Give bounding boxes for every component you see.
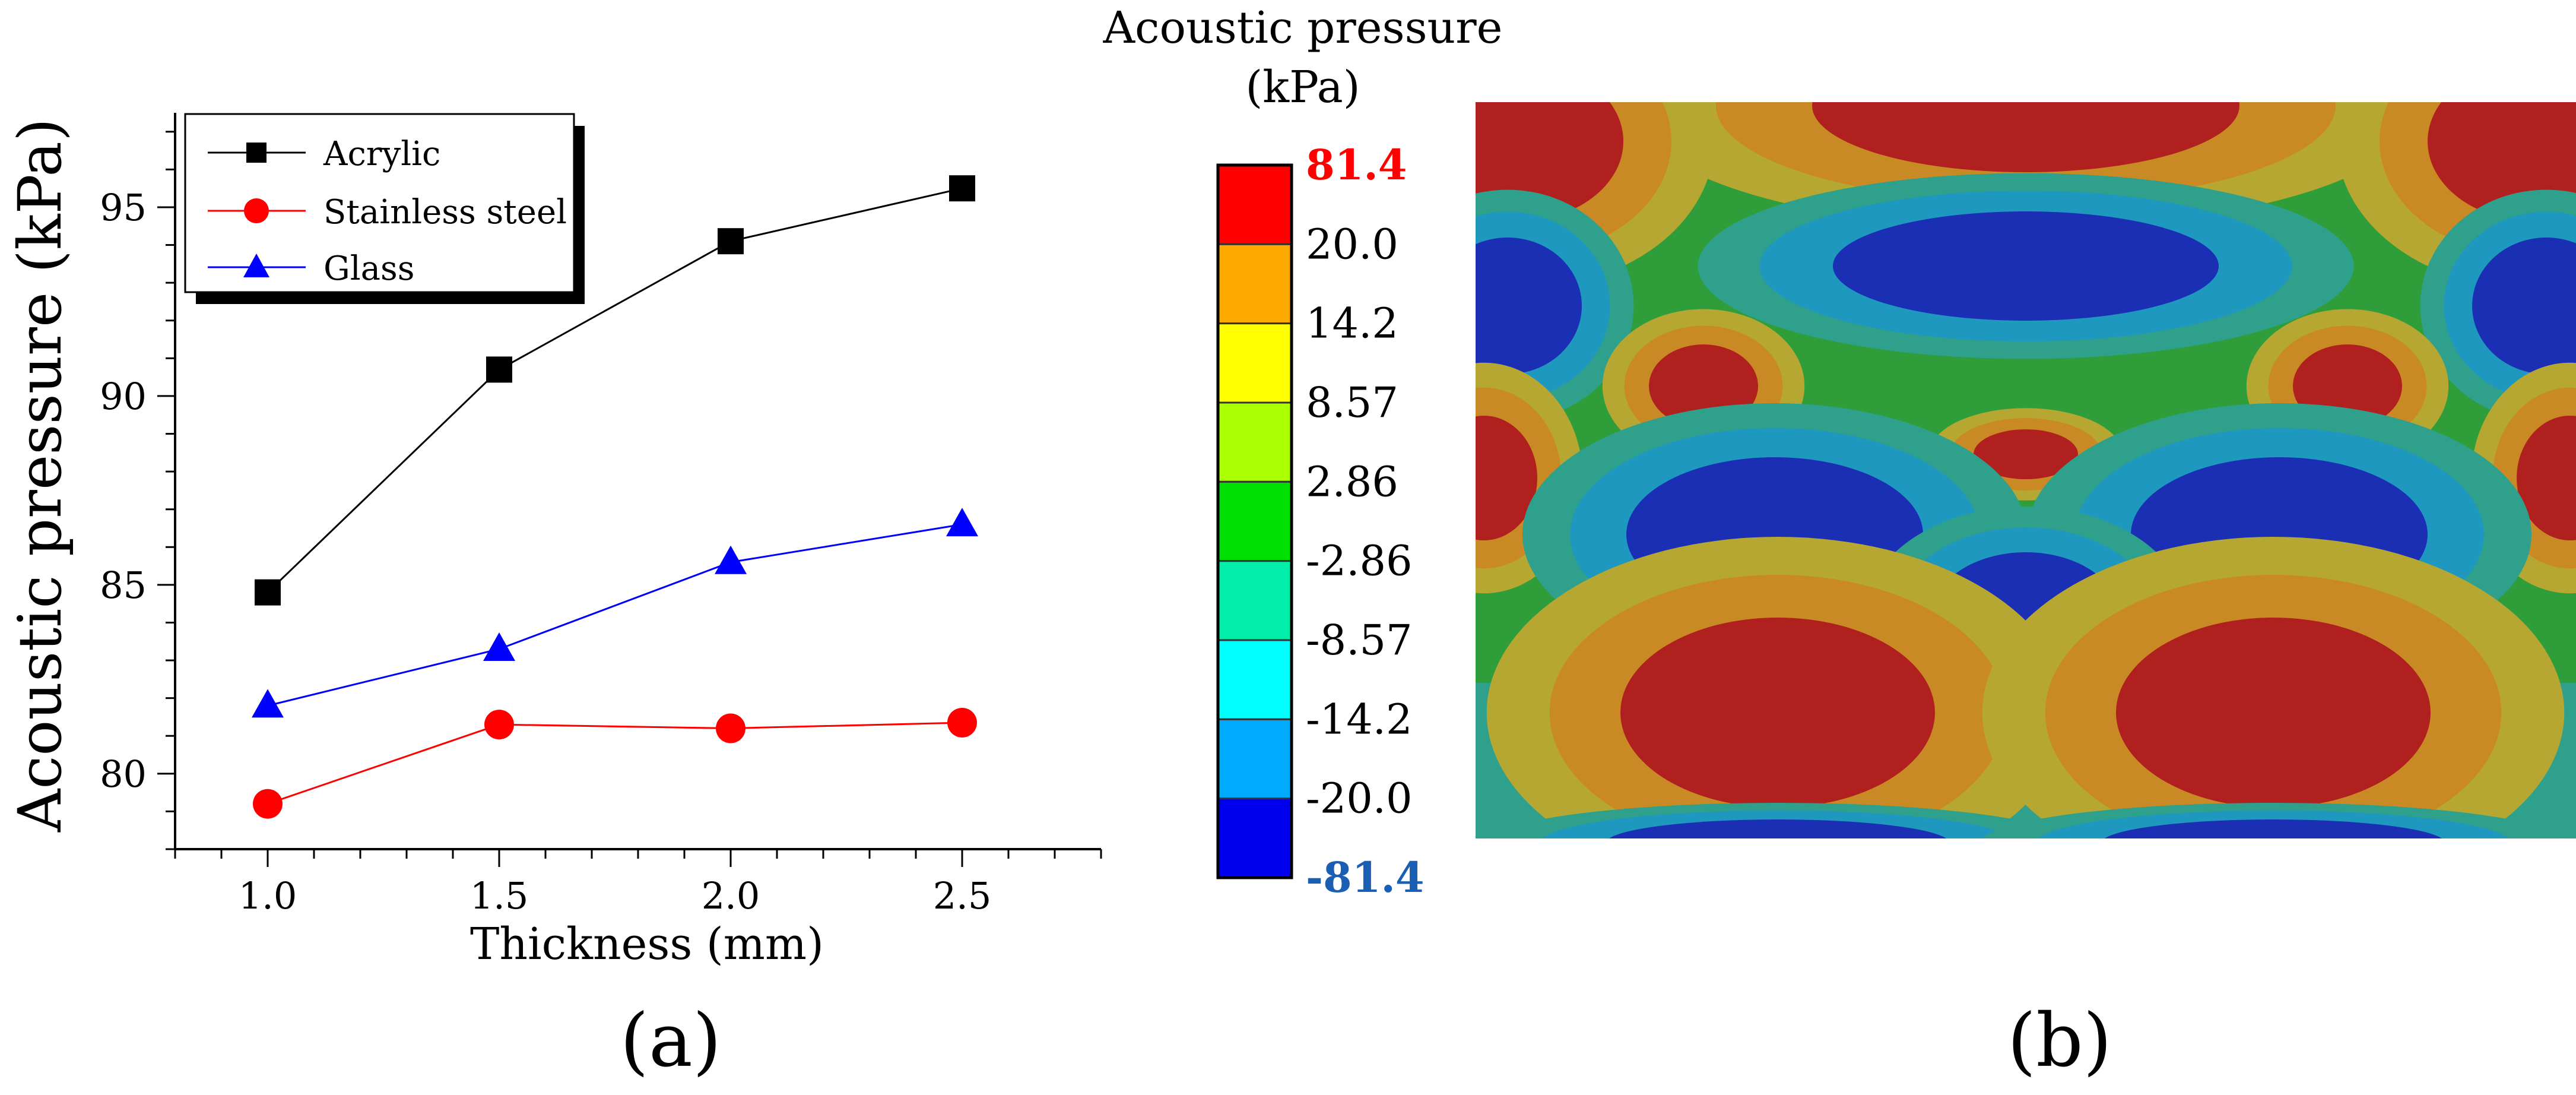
y-tick-label: 95 [100,186,147,229]
colorbar-unit: (kPa) [1245,62,1360,113]
series-glass [252,508,978,718]
series-layer [252,175,978,819]
colorbar-bands [1217,164,1293,879]
y-tick-label: 85 [100,564,147,607]
colorbar-band [1217,480,1293,562]
colorbar-band [1217,797,1293,879]
data-point [716,713,745,743]
triangle-marker-icon [243,254,269,277]
data-point [946,508,978,537]
data-point [715,545,747,574]
x-tick-label: 2.0 [702,874,760,917]
legend-label: Glass [323,249,415,288]
colorbar-labels: 81.4 20.0 14.2 8.57 2.86 -2.86 -8.57 -14.2 -20.0… [1306,140,1425,902]
legend-label: Acrylic [323,135,440,173]
colorbar-label: 8.57 [1306,378,1398,427]
y-tick-label: 90 [100,375,147,418]
colorbar-label: -2.86 [1306,537,1413,586]
legend-label: Stainless steel [323,193,567,232]
square-marker-icon [246,143,267,163]
colorbar-frame [1216,163,1293,879]
colorbar-label: 14.2 [1306,299,1398,348]
pressure-max-bottom-left [1486,537,2069,838]
data-point [486,356,512,383]
colorbar-label: -20.0 [1306,774,1413,823]
legend-item-glass: Glass [208,249,415,288]
colorbar-label: -14.2 [1306,695,1413,743]
data-point [718,228,744,255]
x-tick-label: 1.5 [470,874,529,917]
colorbar-band [1217,322,1293,404]
legend: Acrylic Stainless steel Glass [184,113,585,304]
pressure-min-bottom-right [1982,803,2564,838]
legend-item-acrylic: Acrylic [208,135,440,173]
series-line [267,721,963,805]
x-ticks: 1.0 1.5 2.0 2.5 [174,849,1102,917]
colorbar-band [1217,560,1293,641]
pressure-max-bottom-right [1982,537,2565,838]
colorbar-label: 20.0 [1306,220,1398,268]
series-line [267,187,963,593]
panel-label-b: (b) [2007,998,2112,1084]
pressure-min-upper-center [1698,173,2354,359]
x-tick-label: 1.0 [239,874,297,917]
data-point [947,707,977,738]
data-point [949,175,975,202]
x-axis-label: Thickness (mm) [470,919,824,970]
colorbar-label: -81.4 [1306,853,1425,902]
pressure-min-bottom-left [1487,803,2069,838]
acoustic-pressure-map [1476,102,2576,838]
series-acrylic [255,175,975,606]
colorbar-title: Acoustic pressure [1103,2,1503,53]
data-point [252,689,284,718]
circle-marker-icon [244,198,269,223]
series-line [267,523,963,707]
colorbar-band [1217,639,1293,720]
y-tick-label: 80 [100,752,147,796]
x-tick-label: 2.5 [933,874,992,917]
colorbar-band [1217,401,1293,483]
panel-label-a: (a) [620,998,722,1084]
data-point [483,632,515,661]
colorbar: Acoustic pressure (kPa) 81.4 20.0 14.2 8.57… [1103,2,1503,902]
y-ticks: 80 85 90 95 [100,131,175,850]
data-point [484,710,514,740]
legend-item-stainless-steel: Stainless steel [208,193,567,232]
pressure-min-left [1476,189,1634,422]
colorbar-label: 81.4 [1306,140,1407,189]
series-stainless-steel [253,707,977,819]
colorbar-band [1217,243,1293,325]
line-chart: 80 85 90 95 1.0 1.5 2.0 2.5 Thickness (mm) Aco… [5,113,1102,1084]
data-point [253,789,283,819]
y-axis-label: Acoustic pressure (kPa) [5,118,75,833]
pressure-min-right [2420,189,2576,422]
data-point [255,579,281,606]
colorbar-band [1217,164,1293,245]
colorbar-band [1217,718,1293,800]
colorbar-label: -8.57 [1306,616,1413,664]
colorbar-label: 2.86 [1306,457,1398,506]
